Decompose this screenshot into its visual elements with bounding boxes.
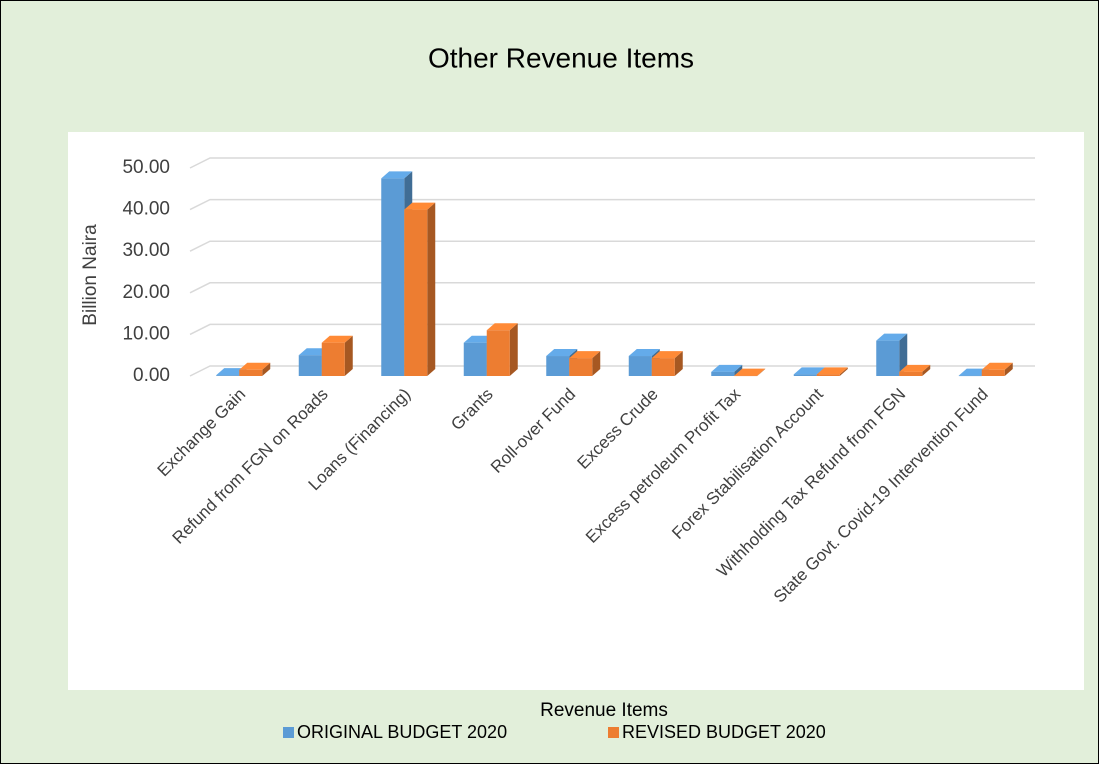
bar-front xyxy=(381,178,405,376)
bar-top xyxy=(321,335,353,343)
bar-front xyxy=(628,356,652,376)
bar-side xyxy=(757,368,766,376)
bar-front xyxy=(816,374,840,376)
bar xyxy=(239,362,271,376)
bar-top xyxy=(404,202,436,210)
grid-line xyxy=(189,198,1035,211)
bar-top xyxy=(816,367,848,375)
chart-title: Other Revenue Items xyxy=(428,42,694,73)
bar-front xyxy=(486,330,510,376)
bar-front xyxy=(239,369,263,376)
bar-front xyxy=(321,342,345,376)
bar xyxy=(321,335,353,376)
bar-top xyxy=(569,351,601,359)
bar xyxy=(734,368,766,377)
bar-front xyxy=(981,369,1005,376)
legend-label: REVISED BUDGET 2020 xyxy=(622,722,826,742)
bar-side xyxy=(899,333,908,376)
bar-top xyxy=(381,171,413,179)
bar-side xyxy=(1004,362,1013,376)
grid-line-segment xyxy=(189,365,1035,377)
legend-label: ORIGINAL BUDGET 2020 xyxy=(297,722,507,742)
bar-side xyxy=(922,364,931,376)
bar-side xyxy=(344,335,353,376)
bar-top xyxy=(486,323,518,331)
bar xyxy=(651,351,683,376)
bar-front xyxy=(651,358,675,376)
grid-line xyxy=(189,157,1035,169)
y-tick-label: 50.00 xyxy=(122,157,170,178)
bar-front xyxy=(463,342,487,376)
bar xyxy=(816,367,848,376)
bar xyxy=(899,364,931,376)
bar-front xyxy=(876,340,900,376)
bar-side xyxy=(839,367,848,376)
legend-swatch xyxy=(283,727,294,738)
bar-front xyxy=(298,355,322,376)
bar-front xyxy=(216,375,240,376)
y-tick-label: 40.00 xyxy=(122,199,170,220)
grid-line-segment xyxy=(189,282,1035,294)
bar-top xyxy=(734,368,766,376)
bar xyxy=(711,364,743,376)
bar-front xyxy=(734,375,758,377)
bar-top xyxy=(981,362,1013,370)
plot-area xyxy=(68,132,1084,690)
bar-side xyxy=(734,364,743,376)
bar-top xyxy=(899,364,931,372)
grid-line xyxy=(189,240,1035,252)
bar-front xyxy=(793,374,817,376)
legend-swatch xyxy=(608,727,619,738)
bar-front xyxy=(569,358,593,376)
bar-front xyxy=(899,371,923,376)
bar-front xyxy=(711,371,735,376)
bar-top xyxy=(651,351,683,359)
grid-line-segment xyxy=(189,198,1035,211)
bar-top xyxy=(876,333,908,341)
bar-top xyxy=(711,364,743,372)
x-axis-label: Revenue Items xyxy=(540,700,668,721)
bar-side xyxy=(509,323,518,376)
y-tick-label: 10.00 xyxy=(122,323,170,344)
grid-line-segment xyxy=(189,157,1035,169)
bar-side xyxy=(592,351,601,376)
bar-top xyxy=(793,367,825,375)
bar-front xyxy=(958,375,982,377)
grid-line xyxy=(189,365,1035,377)
y-tick-label: 30.00 xyxy=(122,240,170,261)
bar xyxy=(981,362,1013,376)
y-axis-label: Billion Naira xyxy=(80,224,101,326)
grid-line-segment xyxy=(189,323,1035,336)
bar xyxy=(876,333,908,376)
grid-line xyxy=(189,282,1035,294)
bar xyxy=(486,323,518,376)
bar-top xyxy=(628,349,660,357)
bar-front xyxy=(404,209,428,376)
y-tick-label: 20.00 xyxy=(122,282,170,303)
bar-side xyxy=(262,362,271,376)
bar-side xyxy=(427,202,436,376)
grid-line xyxy=(189,323,1035,336)
bar xyxy=(404,202,436,376)
bar xyxy=(569,351,601,376)
bar-top xyxy=(239,362,271,370)
bar-side xyxy=(674,351,683,376)
bar-top xyxy=(546,349,578,357)
bar-front xyxy=(546,356,570,376)
grid-line-segment xyxy=(189,240,1035,252)
y-tick-label: 0.00 xyxy=(133,365,170,386)
